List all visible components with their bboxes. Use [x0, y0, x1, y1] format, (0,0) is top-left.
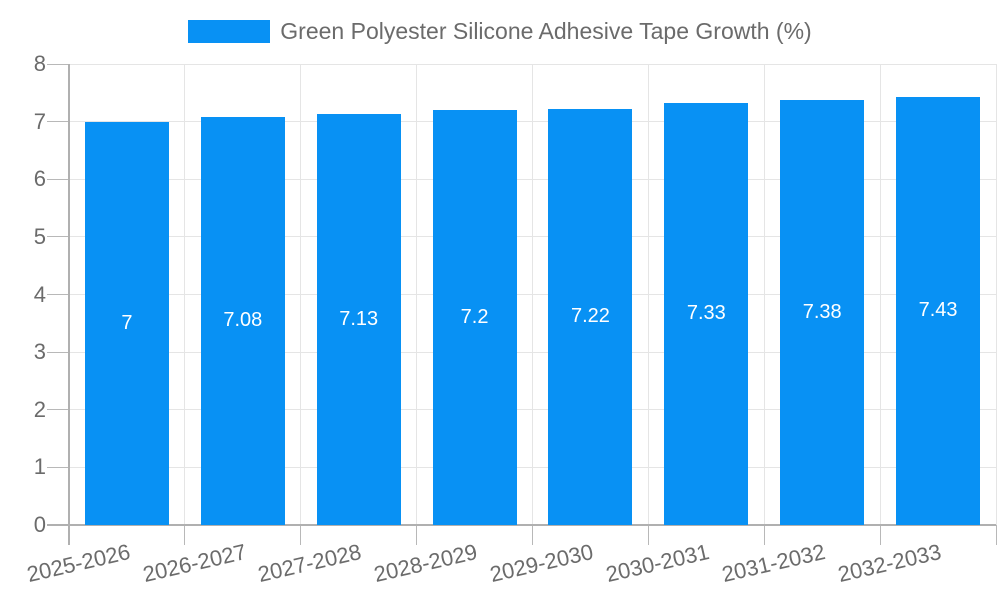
y-tick-label: 1: [33, 454, 46, 480]
bar[interactable]: 7.08: [200, 117, 285, 525]
bar-value-label: 7.2: [460, 306, 489, 329]
y-tick-label: 7: [33, 108, 46, 134]
y-tick: [47, 294, 69, 295]
bar[interactable]: 7.43: [896, 96, 981, 525]
y-tick: [47, 466, 69, 468]
y-tick: [47, 178, 69, 180]
x-tick-label: 2027-2028: [255, 539, 365, 588]
y-tick-label: 5: [33, 223, 46, 249]
y-tick-label: 8: [33, 51, 46, 76]
x-gridline: [879, 64, 881, 525]
x-tick-label: 2025-2026: [24, 539, 133, 588]
x-gridline: [995, 64, 997, 525]
y-axis-line: [68, 64, 70, 545]
y-tick: [47, 409, 69, 411]
x-tick: [995, 525, 997, 545]
y-tick-label: 0: [33, 512, 46, 537]
bar-value-label: 7.33: [686, 302, 726, 325]
bar-value-label: 7: [121, 311, 133, 334]
bar[interactable]: 7.33: [664, 102, 749, 525]
x-gridline: [532, 64, 533, 525]
x-gridline: [184, 64, 186, 525]
bar-value-label: 7.38: [802, 300, 842, 323]
x-tick-label: 2029-2030: [487, 539, 596, 588]
y-tick-label: 3: [33, 339, 46, 365]
x-tick-label: 2031-2032: [719, 539, 828, 588]
x-tick: [416, 525, 418, 545]
x-tick-label: 2032-2033: [835, 539, 944, 588]
y-tick: [47, 121, 69, 123]
x-tick: [300, 525, 302, 545]
legend-label: Green Polyester Silicone Adhesive Tape G…: [280, 18, 812, 44]
x-gridline: [647, 64, 649, 525]
x-tick: [879, 525, 881, 545]
bar[interactable]: 7.13: [316, 114, 401, 525]
x-tick-label: 2026-2027: [140, 539, 249, 588]
x-tick: [184, 525, 186, 545]
x-tick-label: 2028-2029: [371, 539, 480, 588]
y-tick: [47, 63, 69, 65]
y-tick: [47, 236, 69, 238]
x-tick: [763, 525, 765, 545]
x-tick: [647, 525, 649, 545]
bar-value-label: 7.13: [339, 308, 379, 331]
x-gridline: [416, 64, 418, 525]
x-tick-label: 2030-2031: [603, 539, 712, 588]
x-tick: [532, 525, 533, 545]
legend-item[interactable]: Green Polyester Silicone Adhesive Tape G…: [0, 17, 1000, 45]
bar[interactable]: 7.38: [780, 99, 865, 525]
bar-value-label: 7.22: [570, 305, 610, 328]
y-tick-label: 2: [33, 396, 46, 422]
x-axis-line: [47, 524, 996, 526]
bar[interactable]: 7.2: [432, 110, 517, 525]
x-gridline: [300, 64, 302, 525]
x-gridline: [763, 64, 765, 525]
y-tick: [47, 351, 69, 353]
bar[interactable]: 7.22: [548, 108, 633, 525]
bar-value-label: 7.43: [918, 299, 958, 322]
bar-value-label: 7.08: [223, 309, 263, 332]
y-tick-label: 6: [33, 166, 46, 192]
y-tick-label: 4: [33, 281, 46, 307]
legend-swatch: [188, 19, 271, 43]
bar[interactable]: 7: [84, 121, 169, 525]
